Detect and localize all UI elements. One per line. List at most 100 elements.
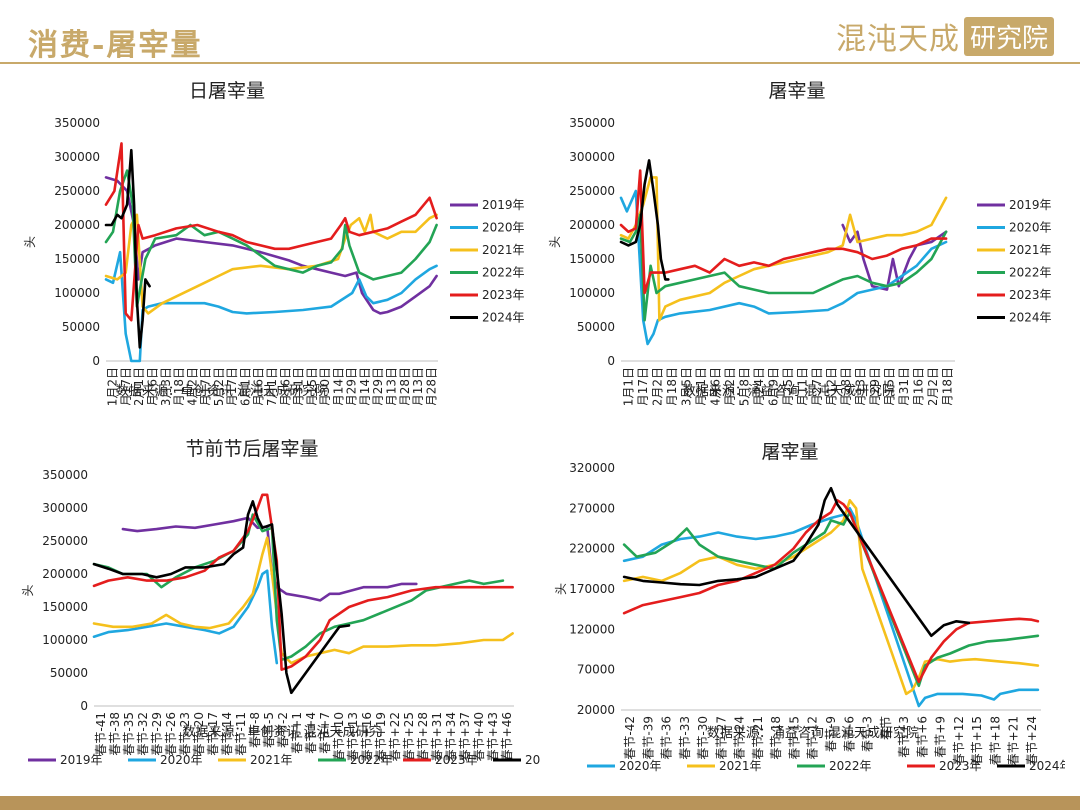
y-tick-label: 270000 (569, 501, 615, 515)
series-line-2022 (619, 213, 948, 322)
x-tick-label: 春节+9 (934, 716, 948, 758)
x-tick-label: 10月31日 (897, 367, 911, 405)
x-tick-label: 3月21日 (694, 367, 708, 405)
x-tick-label: 4月2日 (185, 367, 199, 405)
x-tick-label: 3月5日 (679, 367, 693, 405)
x-tick-label: 春节-15 (787, 716, 801, 760)
series-line-2023 (619, 169, 948, 295)
x-tick-label: 春节-2 (276, 712, 290, 748)
source-note: 数据来源：涌益咨询 混沌天成研究院 (707, 726, 919, 741)
y-tick-label: 0 (92, 354, 100, 368)
x-tick-label: 春节-29 (150, 712, 164, 756)
legend-label: 2020年 (1009, 221, 1052, 235)
x-tick-label: 9月13日 (854, 367, 868, 405)
x-tick-label: 春节-18 (769, 716, 783, 760)
chart-title: 屠宰量 (761, 441, 818, 463)
x-tick-label: 春节-5 (262, 712, 276, 748)
x-tick-label: 春节 (879, 716, 893, 740)
y-tick-label: 200000 (569, 218, 615, 232)
x-tick-label: 春节-8 (248, 712, 262, 748)
x-tick-label: 春节-24 (733, 716, 747, 760)
x-tick-label: 春节-39 (641, 716, 655, 760)
y-tick-label: 250000 (42, 534, 88, 548)
x-tick-label: 8月28日 (839, 367, 853, 405)
page-title: 消费-屠宰量 (28, 28, 203, 63)
series-line-2020 (104, 250, 438, 363)
x-tick-label: 春节-42 (623, 716, 637, 760)
x-tick-label: 6月1日 (238, 367, 252, 405)
series-line-2019 (104, 176, 438, 315)
series-line-2020 (619, 189, 948, 346)
x-tick-label: 7月31日 (292, 367, 306, 405)
x-tick-label: 12月13日 (411, 367, 425, 405)
header-rule (0, 62, 1080, 64)
x-tick-label: 7月16日 (278, 367, 292, 405)
legend-label: 2021年 (1009, 243, 1052, 257)
y-tick-label: 220000 (569, 542, 615, 556)
x-tick-label: 春节-38 (108, 712, 122, 756)
x-tick-label: 1月17日 (119, 367, 133, 405)
series-line-2021 (92, 536, 514, 665)
y-tick-label: 200000 (54, 218, 100, 232)
y-tick-label: 100000 (54, 286, 100, 300)
x-tick-label: 4月6日 (708, 367, 722, 405)
legend-label: 2022年 (482, 266, 525, 280)
series-line-2021 (619, 176, 948, 322)
x-tick-label: 春节+37 (458, 712, 472, 761)
x-tick-label: 4月17日 (199, 367, 213, 405)
x-tick-label: 春节-32 (136, 712, 150, 756)
y-tick-label: 150000 (54, 252, 100, 266)
x-tick-label: 2月1日 (132, 367, 146, 405)
y-tick-label: 50000 (62, 320, 100, 334)
x-tick-label: 春节+16 (360, 712, 374, 761)
y-tick-label: 170000 (569, 582, 615, 596)
y-axis-label: 头 (23, 236, 37, 248)
legend-label: 2024年 (1009, 311, 1052, 325)
x-tick-label: 5月17日 (225, 367, 239, 405)
y-tick-label: 350000 (42, 468, 88, 482)
y-tick-label: 50000 (50, 666, 88, 680)
x-tick-label: 春节+6 (915, 716, 929, 758)
brand-logo: 混沌天成 研究院 (836, 14, 1054, 58)
x-tick-label: 春节+4 (304, 712, 318, 754)
x-tick-label: 春节-35 (122, 712, 136, 756)
x-tick-label: 春节+19 (374, 712, 388, 761)
y-tick-label: 120000 (569, 622, 615, 636)
y-tick-label: 0 (80, 699, 88, 713)
y-tick-label: 100000 (42, 633, 88, 647)
legend-label: 2023年 (1009, 288, 1052, 302)
series-line-2021 (622, 499, 1040, 696)
x-tick-label: 春节-12 (806, 716, 820, 760)
x-tick-label: 春节+10 (332, 712, 346, 761)
x-tick-label: 春节-36 (660, 716, 674, 760)
x-tick-label: 1月1日 (621, 367, 635, 405)
x-tick-label: 春节+28 (416, 712, 430, 761)
chart-title: 日屠宰量 (189, 80, 265, 102)
series-line-2024 (92, 500, 351, 695)
x-tick-label: 9月29日 (868, 367, 882, 405)
x-tick-label: 12月2日 (926, 367, 940, 405)
x-tick-label: 12月28日 (424, 367, 438, 405)
series-line-2024 (104, 148, 151, 349)
legend-label: 2020年 (482, 221, 525, 235)
chart-title: 屠宰量 (768, 80, 825, 102)
y-tick-label: 350000 (569, 116, 615, 130)
x-tick-label: 9月14日 (331, 367, 345, 405)
y-tick-label: 70000 (577, 663, 615, 677)
logo-text: 混沌天成 (835, 22, 960, 57)
x-tick-label: 2月2日 (650, 367, 664, 405)
legend-label: 2021年 (482, 243, 525, 257)
y-tick-label: 150000 (569, 252, 615, 266)
y-tick-label: 50000 (577, 320, 615, 334)
x-tick-label: 8月15日 (305, 367, 319, 405)
x-tick-label: 春节-30 (696, 716, 710, 760)
x-tick-label: 12月18日 (941, 367, 955, 405)
x-tick-label: 11月13日 (385, 367, 399, 405)
x-tick-label: 春节+22 (388, 712, 402, 761)
x-tick-label: 春节+7 (318, 712, 332, 754)
y-axis-label: 头 (554, 583, 568, 595)
series-line-2022 (622, 511, 1040, 688)
x-tick-label: 3月18日 (172, 367, 186, 405)
